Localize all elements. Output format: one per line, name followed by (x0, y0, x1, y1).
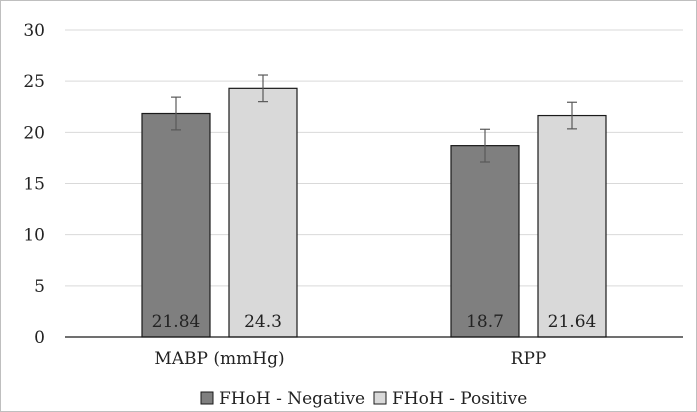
legend-swatch (200, 391, 214, 405)
y-tick-label: 15 (23, 175, 45, 195)
x-category-label: MABP (mmHg) (154, 349, 284, 369)
legend-item-positive[interactable]: FHoH - Positive (373, 389, 527, 409)
bar-negative-mabp (141, 112, 211, 338)
legend[interactable]: FHoH - Negative FHoH - Positive (200, 389, 527, 409)
legend-swatch (373, 391, 387, 405)
y-tick-label: 30 (23, 21, 45, 41)
x-axis: MABP (mmHg) RPP (65, 336, 683, 369)
data-label: 18.7 (466, 312, 504, 332)
bar-positive-rpp (537, 114, 607, 338)
y-tick-label: 20 (23, 123, 45, 143)
data-labels: 21.84 24.3 18.7 21.64 (152, 312, 597, 332)
data-label: 21.64 (548, 312, 597, 332)
data-label: 21.84 (152, 312, 201, 332)
bar-positive-mabp (228, 87, 298, 338)
error-bars (171, 74, 577, 163)
y-tick-label: 25 (23, 72, 45, 92)
bar-negative-rpp (450, 145, 520, 338)
y-tick-label: 10 (23, 226, 45, 246)
x-category-label: RPP (511, 349, 547, 369)
bars (141, 87, 607, 338)
legend-item-negative[interactable]: FHoH - Negative (200, 389, 365, 409)
data-label: 24.3 (244, 312, 282, 332)
y-tick-label: 5 (34, 277, 45, 297)
y-tick-label: 0 (34, 328, 45, 348)
legend-label: FHoH - Positive (392, 389, 527, 409)
legend-label: FHoH - Negative (219, 389, 365, 409)
y-axis-ticks: 0 5 10 15 20 25 30 (23, 21, 45, 348)
